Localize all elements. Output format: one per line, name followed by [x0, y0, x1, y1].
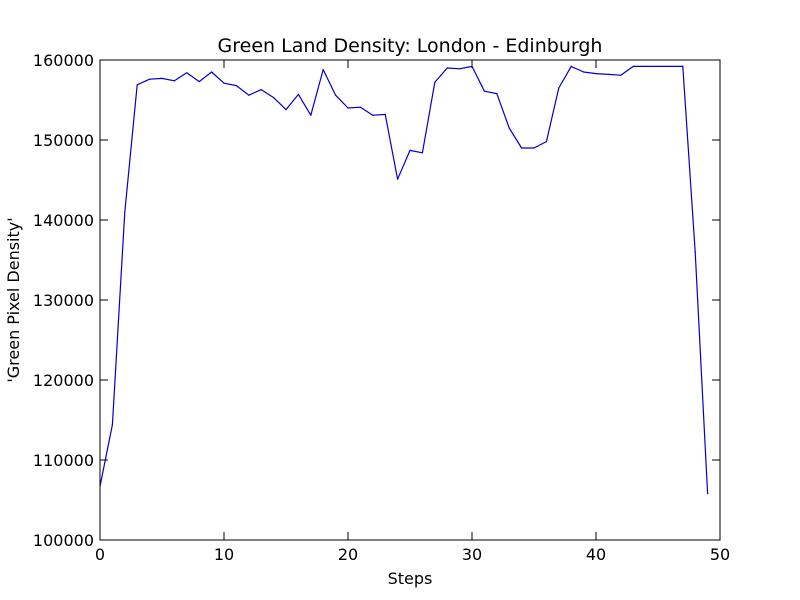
data-point [186, 72, 188, 74]
x-tick-label: 20 [338, 545, 358, 564]
data-point [260, 89, 262, 91]
y-tick-label: 160000 [33, 51, 94, 70]
data-point [669, 65, 672, 67]
y-tick-label: 120000 [33, 371, 94, 390]
x-axis: 0 10 20 30 40 50 [95, 60, 730, 564]
data-point [322, 69, 324, 71]
y-axis-label: 'Green Pixel Density' [4, 217, 23, 382]
data-point [211, 71, 213, 73]
data-point [235, 85, 237, 87]
data-point [446, 67, 448, 69]
data-point [533, 147, 535, 149]
data-point [620, 74, 622, 76]
data-point [694, 251, 696, 253]
x-tick-label: 50 [710, 545, 730, 564]
x-tick-label: 10 [214, 545, 234, 564]
data-point [397, 178, 399, 180]
data-point [645, 65, 647, 67]
data-point [595, 73, 597, 75]
data-point [335, 94, 337, 96]
chart-title: Green Land Density: London - Edinburgh [218, 35, 603, 57]
data-point [384, 113, 386, 115]
data-point [682, 65, 684, 67]
data-point [409, 149, 411, 151]
data-point [583, 71, 585, 73]
data-point [558, 87, 560, 89]
data-point [707, 493, 709, 495]
data-point [359, 106, 361, 108]
data-point [273, 97, 275, 99]
data-point [198, 81, 200, 83]
data-point [607, 73, 610, 75]
series-line-0 [99, 65, 709, 494]
data-point [459, 68, 461, 70]
data-point [570, 65, 572, 67]
data-point [248, 94, 250, 96]
x-axis-label: Steps [388, 569, 433, 588]
data-point [310, 114, 312, 116]
data-point [545, 141, 548, 143]
y-tick-label: 150000 [33, 131, 94, 150]
data-point [136, 84, 138, 86]
data-point [421, 152, 423, 154]
data-point [483, 90, 485, 92]
data-point [347, 107, 349, 109]
data-point [223, 82, 225, 84]
data-point [285, 109, 287, 111]
y-tick-label: 110000 [33, 451, 94, 470]
data-point [124, 211, 126, 213]
data-point [161, 77, 163, 79]
y-tick-label: 130000 [33, 291, 94, 310]
data-point [111, 424, 113, 426]
plot-frame [99, 59, 721, 541]
data-point [149, 78, 151, 80]
data-point [508, 127, 510, 129]
data-point [657, 65, 659, 67]
x-tick-label: 30 [462, 545, 482, 564]
data-point [173, 80, 175, 82]
data-point [297, 93, 299, 95]
y-tick-label: 140000 [33, 211, 94, 230]
data-point [372, 114, 374, 116]
x-tick-label: 0 [95, 545, 105, 564]
data-point [521, 147, 523, 149]
data-point [632, 65, 634, 67]
data-point [496, 93, 498, 95]
y-tick-label: 100000 [33, 531, 94, 550]
plot-area [99, 59, 721, 541]
data-point [434, 81, 436, 83]
x-tick-label: 40 [586, 545, 606, 564]
y-axis: 100000 110000 120000 130000 140000 150000 1600… [33, 51, 720, 550]
